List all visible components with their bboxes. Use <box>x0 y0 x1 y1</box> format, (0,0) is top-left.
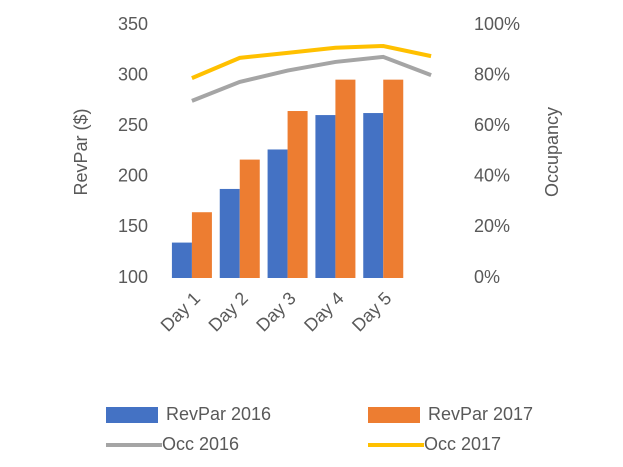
x-tick-label: Day 3 <box>252 288 299 335</box>
bar <box>383 79 404 278</box>
bar <box>267 149 288 278</box>
y-tick-label: 350 <box>118 14 148 34</box>
legend-label: Occ 2017 <box>424 434 501 454</box>
line <box>191 54 432 103</box>
legend-swatch <box>368 407 420 423</box>
x-tick-label: Day 1 <box>157 288 204 335</box>
y-tick-label: 150 <box>118 216 148 236</box>
bar <box>315 115 336 279</box>
y2-tick-label: 20% <box>474 216 510 236</box>
y-tick-label: 100 <box>118 267 148 287</box>
y-tick-label: 300 <box>118 64 148 84</box>
line <box>191 43 432 80</box>
x-tick-label: Day 4 <box>300 288 347 335</box>
bar <box>171 242 192 278</box>
x-tick-label: Day 2 <box>205 288 252 335</box>
legend-label: RevPar 2016 <box>166 404 271 424</box>
bar <box>219 188 240 278</box>
y2-tick-label: 40% <box>474 166 510 186</box>
x-tick-label: Day 5 <box>348 288 395 335</box>
bar <box>191 212 212 278</box>
bar <box>335 79 356 278</box>
legend-swatch <box>106 407 158 423</box>
y2-tick-label: 100% <box>474 14 520 34</box>
y-axis-title: RevPar ($) <box>71 108 91 195</box>
y2-tick-label: 80% <box>474 64 510 84</box>
bar <box>363 113 384 278</box>
y2-tick-label: 0% <box>474 267 500 287</box>
y-tick-label: 200 <box>118 166 148 186</box>
legend-label: RevPar 2017 <box>428 404 533 424</box>
y-tick-label: 250 <box>118 115 148 135</box>
bar <box>287 111 308 279</box>
legend-label: Occ 2016 <box>162 434 239 454</box>
bar <box>239 159 260 278</box>
y2-tick-label: 60% <box>474 115 510 135</box>
y2-axis-title: Occupancy <box>542 107 562 197</box>
